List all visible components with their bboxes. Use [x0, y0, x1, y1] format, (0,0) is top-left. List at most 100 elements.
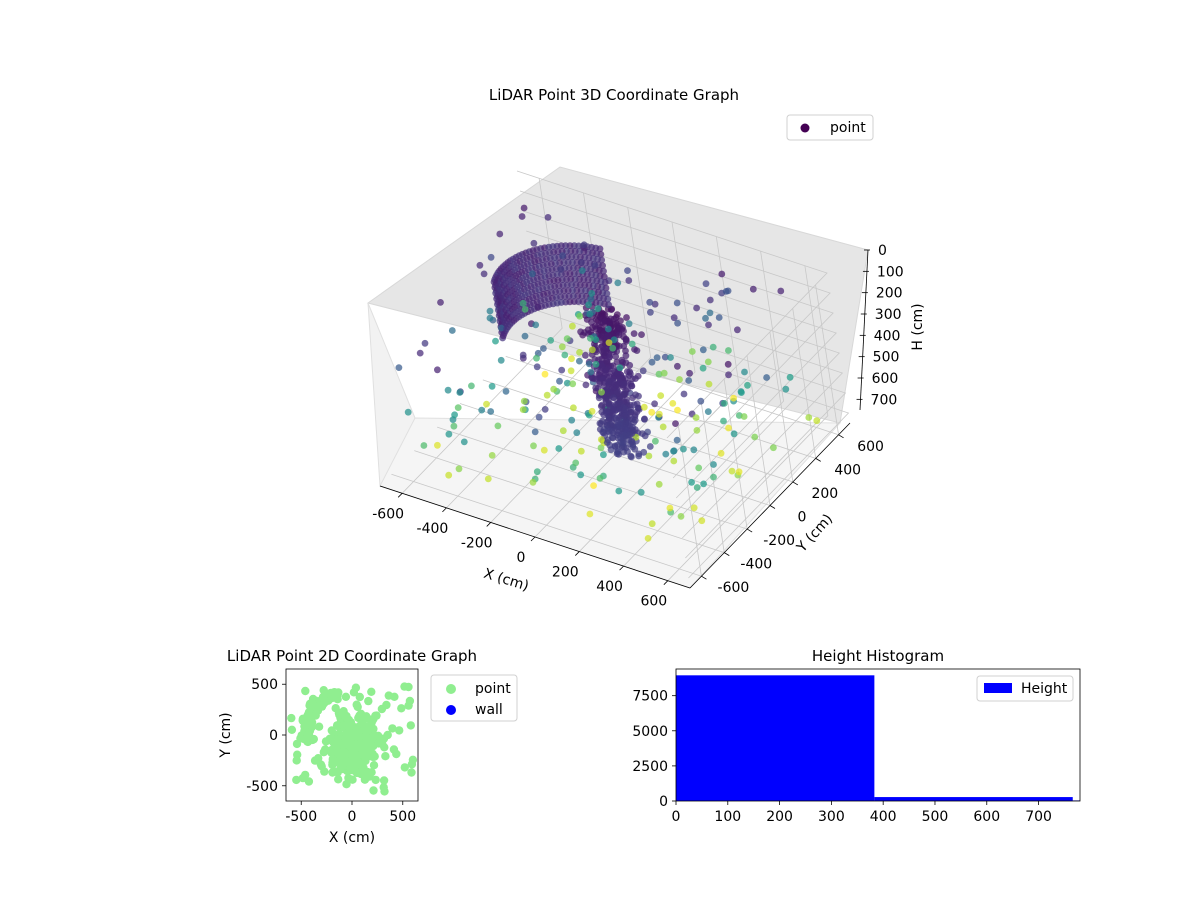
- chart-3d-point: [616, 378, 624, 386]
- chart-3d-point: [586, 310, 594, 318]
- histogram-y-tick-label: 2500: [632, 759, 668, 775]
- chart-3d-point: [598, 362, 606, 370]
- chart-3d-gridline-x: [401, 178, 563, 494]
- histogram-y-tick-label: 7500: [632, 689, 668, 705]
- chart-3d-point: [541, 370, 549, 378]
- chart-2d-point: [397, 704, 406, 713]
- chart-3d-point: [655, 480, 663, 488]
- chart-3d-point: [651, 300, 659, 308]
- chart-histogram: Height Histogram 0 100 200 300 400 500 600 7000…: [632, 647, 1081, 825]
- chart-2d-point: [316, 760, 326, 769]
- chart-3d-point: [487, 408, 495, 415]
- chart-3d-point: [627, 370, 634, 377]
- chart-3d-z-tick-label: 0: [878, 243, 887, 259]
- chart-3d-point: [725, 371, 732, 379]
- chart-3d-point: [630, 330, 638, 337]
- chart-3d-point: [553, 294, 560, 301]
- chart-3d-point: [611, 414, 619, 422]
- chart-3d-point: [420, 442, 428, 449]
- chart-3d-point: [488, 382, 496, 390]
- chart-3d-point: [718, 270, 726, 278]
- chart-3d-point: [544, 214, 552, 221]
- chart-3d-point: [587, 295, 595, 303]
- chart-3d-point: [603, 439, 611, 446]
- chart-3d-x-tick-label: -600: [372, 506, 404, 522]
- chart-3d-point: [530, 239, 538, 247]
- chart-3d-point: [577, 471, 585, 479]
- chart-2d-point: [355, 711, 364, 720]
- chart-3d-point: [550, 385, 558, 393]
- chart-2d-point: [355, 692, 364, 702]
- chart-3d-point: [497, 356, 505, 364]
- histogram-x-tick-label: 700: [1025, 809, 1052, 825]
- chart-3d-point: [692, 414, 700, 421]
- histogram-legend-label: Height: [1021, 681, 1068, 697]
- chart-3d-point: [724, 287, 732, 295]
- chart-3d-point: [637, 488, 645, 496]
- chart-3d-point: [611, 369, 619, 376]
- chart-3d-point: [586, 510, 594, 518]
- chart-3d-point: [630, 401, 638, 409]
- chart-3d-point: [674, 319, 681, 327]
- chart-3d-legend-label: point: [830, 120, 866, 136]
- chart-3d-z-tick-label: 400: [874, 328, 901, 344]
- chart-2d-x-label: X (cm): [329, 830, 375, 846]
- chart-3d-point: [626, 361, 634, 369]
- chart-3d-point: [454, 404, 462, 411]
- chart-3d-point: [599, 318, 607, 326]
- chart-3d-point: [421, 339, 429, 347]
- chart-3d-point: [644, 535, 652, 542]
- chart-3d-z-tick-label: 600: [872, 371, 899, 387]
- chart-3d-point: [540, 446, 548, 454]
- chart-2d: LiDAR Point 2D Coordinate Graph -500 0 500…: [218, 647, 518, 846]
- chart-3d-point: [669, 400, 677, 407]
- chart-2d-point: [320, 698, 329, 707]
- chart-3d-point: [688, 348, 696, 355]
- chart-3d-point: [607, 315, 615, 323]
- chart-3d-point: [548, 266, 556, 273]
- chart-3d-point: [598, 388, 605, 396]
- chart-3d-legend-box: [786, 114, 874, 141]
- chart-3d-x-tick-label: 600: [640, 594, 667, 610]
- chart-3d-point: [532, 321, 540, 329]
- chart-3d-point: [590, 482, 597, 489]
- chart-3d-point: [569, 322, 576, 330]
- chart-3d-point: [717, 449, 725, 457]
- chart-3d-point: [531, 428, 539, 436]
- chart-3d-point: [451, 411, 458, 419]
- chart-3d-point: [751, 433, 759, 441]
- chart-2d-point: [371, 775, 380, 785]
- chart-3d-point: [647, 308, 654, 316]
- chart-2d-point: [304, 730, 313, 739]
- chart-3d-point: [592, 375, 599, 383]
- chart-3d-point: [546, 249, 553, 257]
- chart-2d-point: [334, 688, 343, 697]
- chart-3d-point: [641, 416, 648, 423]
- chart-3d-legend-marker: [800, 123, 810, 133]
- chart-3d-point: [545, 243, 553, 251]
- chart-3d-point: [569, 380, 577, 388]
- chart-3d-point: [614, 279, 622, 287]
- chart-3d-point: [492, 337, 499, 345]
- histogram-x-tick-label: 200: [766, 809, 793, 825]
- chart-3d-y-tick-label: -200: [763, 533, 795, 549]
- chart-3d-point: [710, 473, 717, 481]
- chart-3d-y-tick: [838, 434, 844, 439]
- chart-3d-point: [484, 475, 492, 483]
- chart-2d-point: [353, 702, 362, 712]
- chart-3d-point: [724, 360, 732, 368]
- chart-3d-point: [455, 465, 463, 473]
- chart-3d-point: [591, 262, 599, 269]
- chart-3d-gridline-x: [534, 221, 696, 538]
- chart-3d-point: [622, 405, 629, 413]
- chart-2d-legend-label-wall: wall: [475, 702, 503, 718]
- chart-3d-y-tick: [815, 458, 821, 462]
- chart-3d-point: [805, 414, 813, 421]
- chart-3d-point: [674, 406, 681, 414]
- chart-3d-point: [705, 321, 712, 329]
- chart-3d-point: [720, 400, 728, 407]
- chart-3d-gridline-x: [490, 207, 652, 523]
- chart-3d-point: [550, 277, 558, 285]
- chart-2d-point: [327, 745, 336, 755]
- chart-3d-point: [592, 360, 600, 368]
